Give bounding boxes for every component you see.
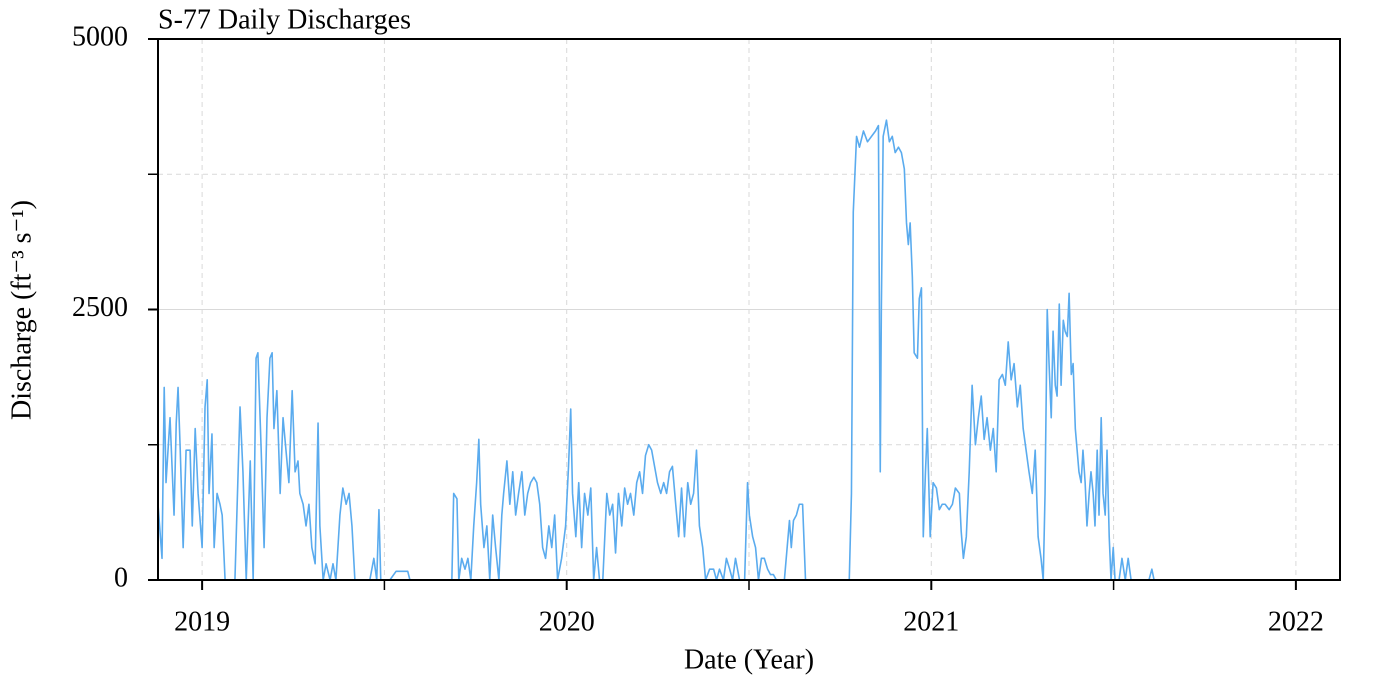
x-tick-label: 2021 xyxy=(903,606,959,637)
x-tick-label: 2019 xyxy=(174,606,230,637)
y-tick-label: 2500 xyxy=(72,292,128,323)
y-tick-label: 0 xyxy=(114,562,128,593)
y-tick-label: 5000 xyxy=(72,21,128,52)
chart-title: S-77 Daily Discharges xyxy=(158,4,411,35)
y-axis-label: Discharge (ft⁻³ s⁻¹) xyxy=(6,200,37,420)
x-axis-label: Date (Year) xyxy=(684,644,814,675)
data-line xyxy=(157,119,1160,581)
x-tick-label: 2022 xyxy=(1268,606,1324,637)
x-tick-label: 2020 xyxy=(539,606,595,637)
